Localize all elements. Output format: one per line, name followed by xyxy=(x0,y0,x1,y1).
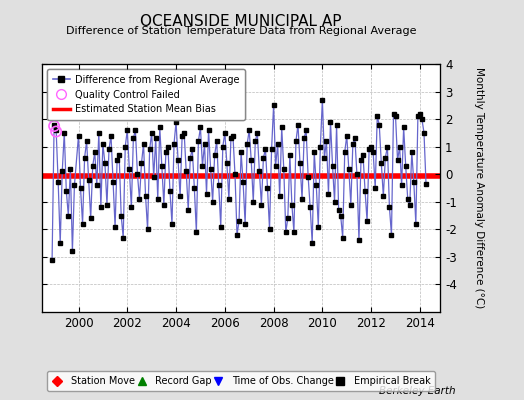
Y-axis label: Monthly Temperature Anomaly Difference (°C): Monthly Temperature Anomaly Difference (… xyxy=(474,67,484,309)
Legend: Difference from Regional Average, Quality Control Failed, Estimated Station Mean: Difference from Regional Average, Qualit… xyxy=(47,69,245,120)
Legend: Station Move, Record Gap, Time of Obs. Change, Empirical Break: Station Move, Record Gap, Time of Obs. C… xyxy=(47,372,435,391)
Point xyxy=(52,128,60,135)
Text: Difference of Station Temperature Data from Regional Average: Difference of Station Temperature Data f… xyxy=(66,26,416,36)
Text: OCEANSIDE MUNICIPAL AP: OCEANSIDE MUNICIPAL AP xyxy=(140,14,342,29)
Point xyxy=(50,123,58,129)
Text: Berkeley Earth: Berkeley Earth xyxy=(379,386,456,396)
